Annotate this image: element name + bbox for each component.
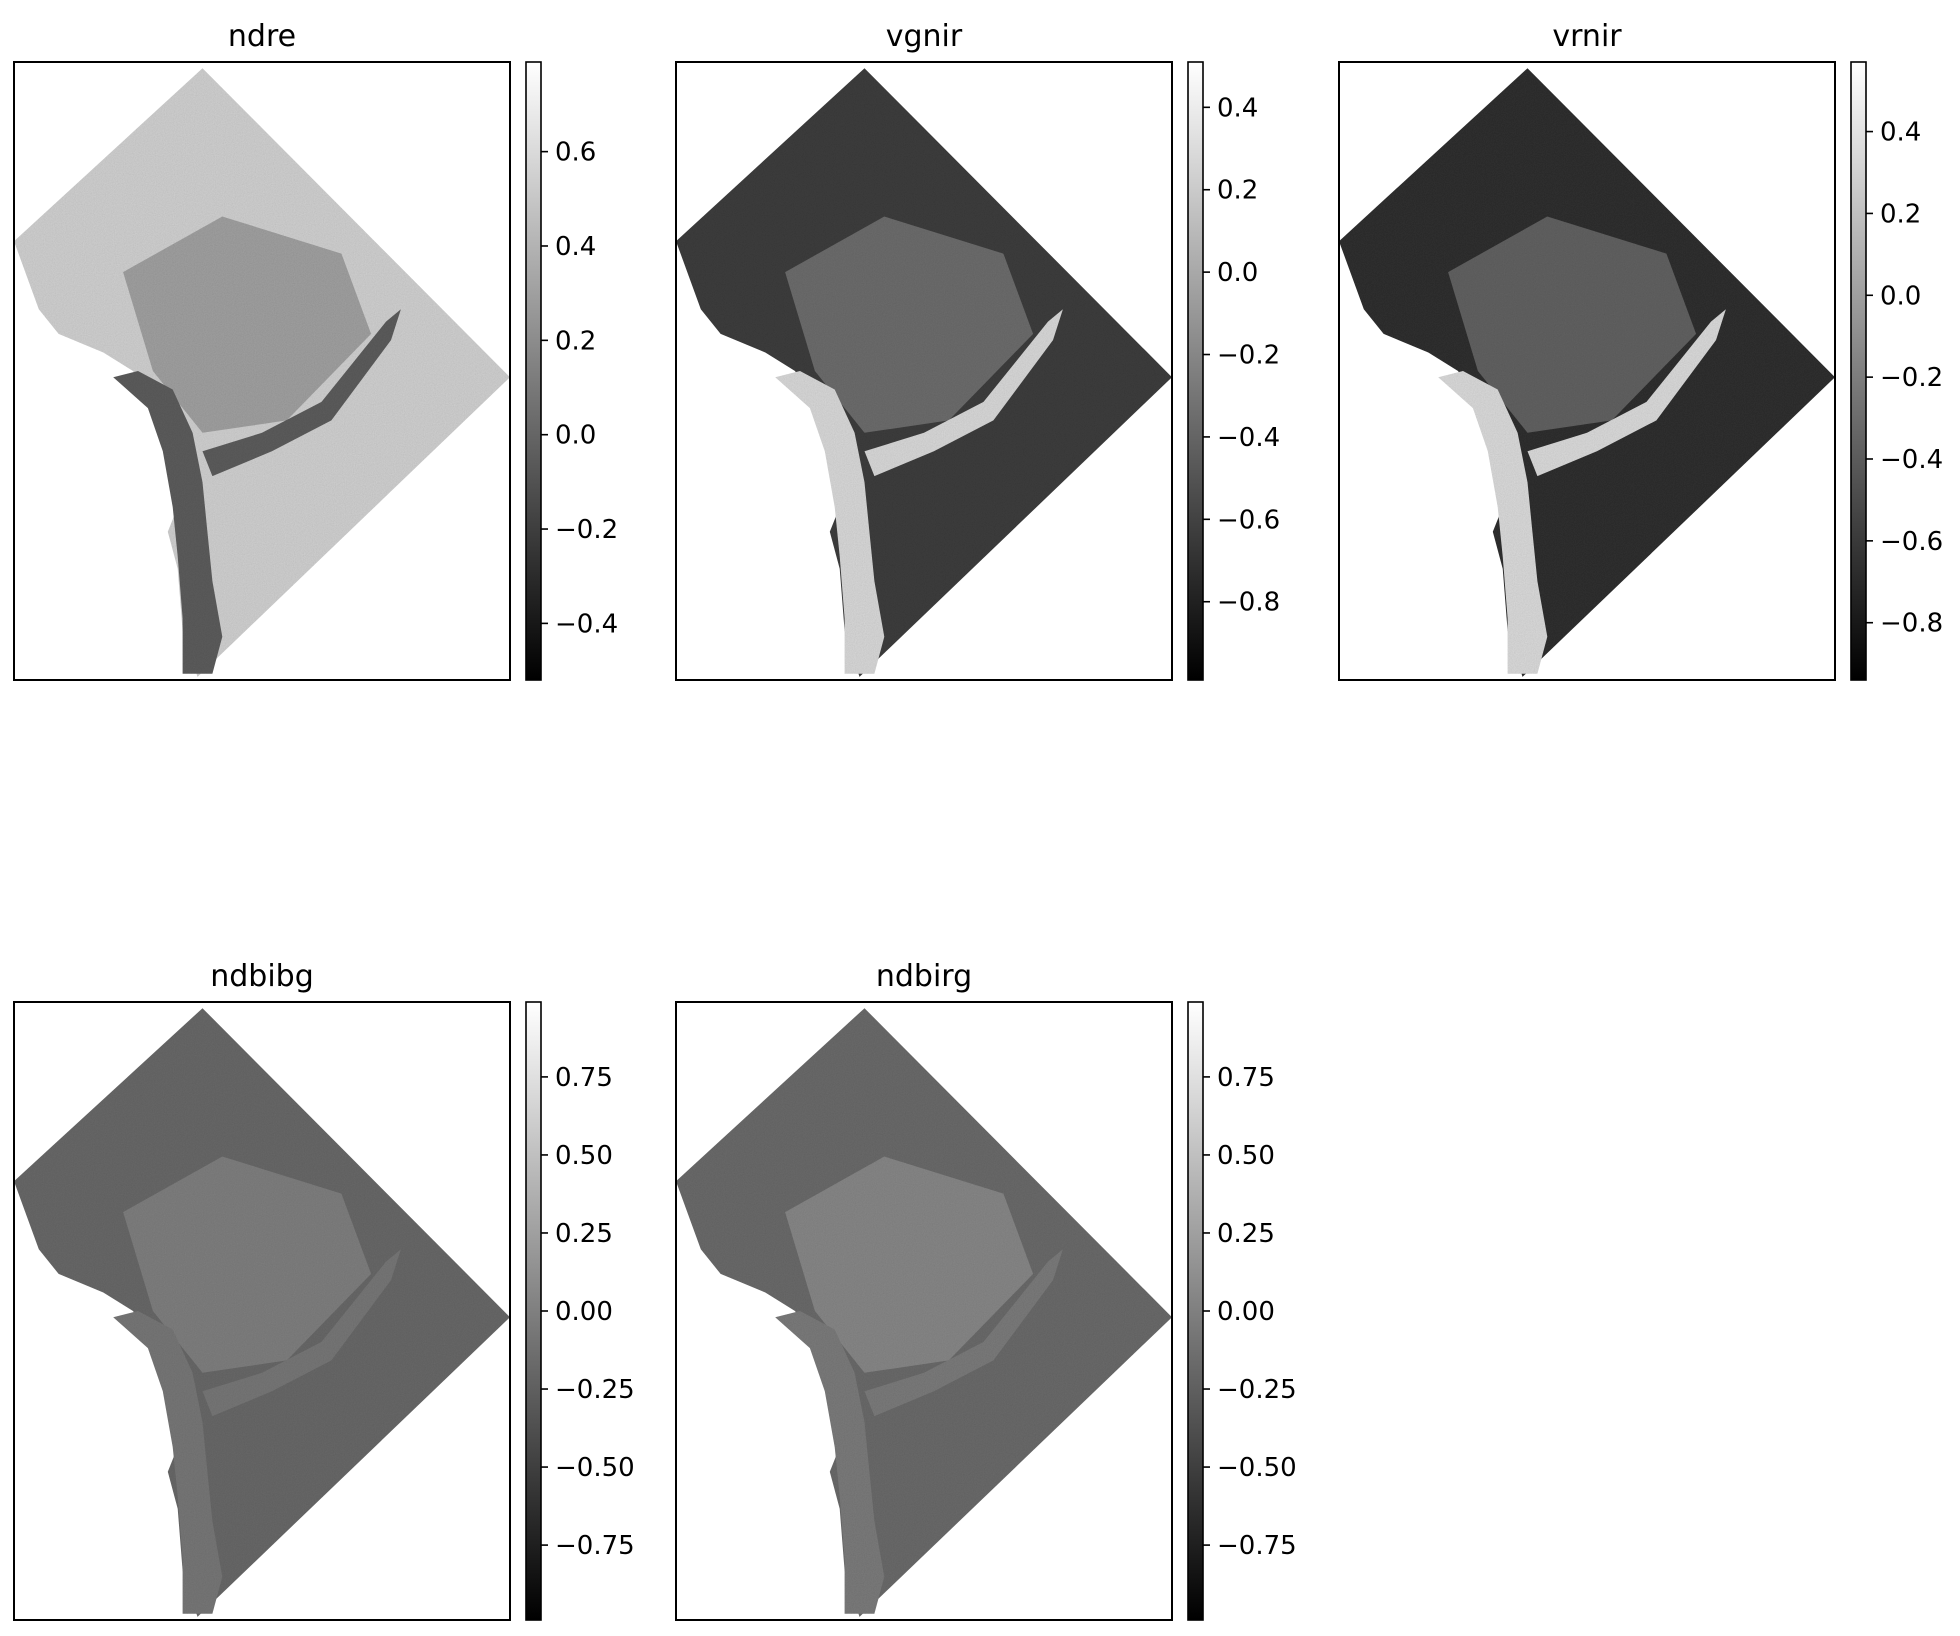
- raster-image: [676, 68, 1172, 677]
- panel-ndbirg: ndbirg 0.75 0.50 0.25 0.00 −0.25 −0.50 −0.75: [675, 959, 1297, 1621]
- colorbar-gradient: [526, 1002, 541, 1620]
- axes-frame: [13, 1001, 511, 1621]
- raster-image: [14, 1008, 510, 1617]
- river-area: [775, 1311, 885, 1614]
- colorbar-tick-label: 0.4: [555, 232, 596, 262]
- colorbar-tick-label: 0.00: [1217, 1297, 1275, 1327]
- raster-image: [676, 1008, 1172, 1617]
- colorbar-tick-label: 0.50: [555, 1141, 613, 1171]
- colorbar-tick-label: 0.0: [1880, 281, 1921, 311]
- axes-frame: [675, 1001, 1173, 1621]
- colorbar-tick-label: 0.25: [555, 1219, 613, 1249]
- colorbar-tick-label: −0.25: [1217, 1375, 1297, 1405]
- colorbar-tick-label: −0.6: [1217, 505, 1280, 535]
- colorbar-tick-label: −0.2: [1217, 341, 1280, 371]
- river-area: [1438, 371, 1548, 674]
- colorbar: 0.6 0.4 0.2 0.0 −0.2 −0.4: [525, 61, 618, 681]
- panel-ndre: ndre 0.6 0.4 0.2 0.0 −0.2 −0.4: [13, 19, 618, 681]
- colorbar: 0.4 0.2 0.0 −0.2 −0.4 −0.6 −0.8: [1850, 61, 1943, 681]
- panel-title: ndre: [228, 19, 296, 54]
- colorbar-tick-label: 0.00: [555, 1297, 613, 1327]
- axes-frame: [1338, 61, 1836, 681]
- colorbar-tick-label: 0.75: [1217, 1063, 1275, 1093]
- colorbar-gradient: [526, 62, 541, 680]
- colorbar-tick-label: −0.6: [1880, 527, 1943, 557]
- colorbar-tick-label: −0.8: [1217, 588, 1280, 618]
- colorbar-frame: [525, 61, 542, 681]
- colorbar-tick-label: 0.2: [555, 326, 596, 356]
- colorbar-tick-label: −0.75: [555, 1531, 635, 1561]
- colorbar-tick-label: 0.25: [1217, 1219, 1275, 1249]
- river-branch: [864, 309, 1063, 477]
- colorbar-gradient: [1188, 1002, 1203, 1620]
- colorbar-tick-label: 0.50: [1217, 1141, 1275, 1171]
- colorbar-tick-label: 0.75: [555, 1063, 613, 1093]
- colorbar-tick-label: −0.50: [555, 1453, 635, 1483]
- axes-frame: [13, 61, 511, 681]
- river-area: [113, 371, 223, 674]
- river-area: [775, 371, 885, 674]
- river-branch: [1527, 309, 1726, 477]
- colorbar: 0.75 0.50 0.25 0.00 −0.25 −0.50 −0.75: [1187, 1001, 1297, 1621]
- colorbar: 0.4 0.2 0.0 −0.2 −0.4 −0.6 −0.8: [1187, 61, 1280, 681]
- raster-image: [1339, 68, 1835, 677]
- panel-vrnir: vrnir 0.4 0.2 0.0 −0.2 −0.4 −0.6 −0.8: [1338, 19, 1943, 681]
- panel-title: ndbibg: [210, 959, 314, 994]
- axes-frame: [675, 61, 1173, 681]
- colorbar-tick-label: −0.8: [1880, 609, 1943, 639]
- raster-image: [14, 68, 510, 677]
- river-branch: [202, 1249, 401, 1417]
- colorbar-tick-label: −0.4: [1880, 445, 1943, 475]
- colorbar-tick-label: −0.4: [1217, 423, 1280, 453]
- colorbar-tick-label: 0.0: [1217, 258, 1258, 288]
- panel-ndbibg: ndbibg 0.75 0.50 0.25 0.00 −0.25 −0.50 −0.75: [13, 959, 635, 1621]
- colorbar-tick-label: −0.2: [555, 515, 618, 545]
- colorbar-tick-label: 0.2: [1217, 176, 1258, 206]
- urban-area: [785, 1156, 1034, 1373]
- urban-area: [123, 216, 372, 433]
- colorbar-tick-label: 0.4: [1880, 118, 1921, 148]
- river-branch: [864, 1249, 1063, 1417]
- river-branch: [202, 309, 401, 477]
- colorbar-tick-label: −0.75: [1217, 1531, 1297, 1561]
- colorbar-tick-label: −0.25: [555, 1375, 635, 1405]
- colorbar-frame: [1187, 61, 1204, 681]
- colorbar-tick-label: 0.6: [555, 138, 596, 168]
- panel-vgnir: vgnir 0.4 0.2 0.0 −0.2 −0.4 −0.6 −0.8: [675, 19, 1280, 681]
- colorbar-gradient: [1851, 62, 1866, 680]
- colorbar-tick-label: 0.4: [1217, 93, 1258, 123]
- colorbar-tick-label: 0.0: [555, 421, 596, 451]
- urban-area: [1448, 216, 1697, 433]
- panel-title: vgnir: [886, 19, 963, 54]
- panel-title: vrnir: [1552, 19, 1622, 54]
- panel-title: ndbirg: [876, 959, 972, 994]
- river-area: [113, 1311, 223, 1614]
- colorbar-tick-label: −0.4: [555, 609, 618, 639]
- colorbar-tick-label: −0.2: [1880, 363, 1943, 393]
- colorbar-tick-label: 0.2: [1880, 199, 1921, 229]
- urban-area: [785, 216, 1034, 433]
- colorbar: 0.75 0.50 0.25 0.00 −0.25 −0.50 −0.75: [525, 1001, 635, 1621]
- urban-area: [123, 1156, 372, 1373]
- colorbar-tick-label: −0.50: [1217, 1453, 1297, 1483]
- colorbar-gradient: [1188, 62, 1203, 680]
- colorbar-frame: [1850, 61, 1867, 681]
